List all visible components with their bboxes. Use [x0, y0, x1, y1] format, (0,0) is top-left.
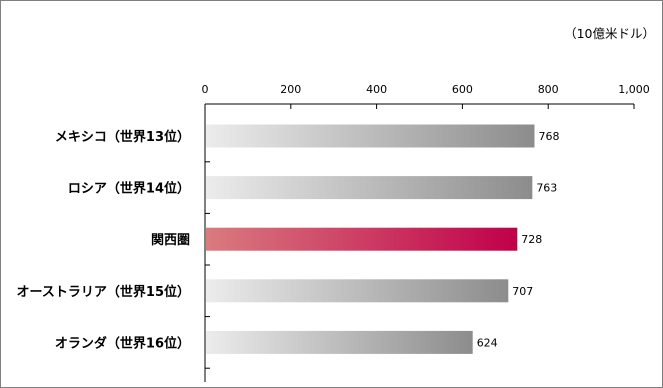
unit-label: （10億米ドル） — [564, 26, 655, 41]
bar — [206, 330, 473, 354]
value-label: 763 — [536, 182, 557, 195]
value-label: 728 — [521, 233, 542, 246]
bar — [206, 124, 535, 148]
bar-highlight — [206, 227, 518, 251]
category-label: オーストラリア（世界15位） — [17, 284, 190, 300]
bar — [206, 176, 533, 200]
category-label: オランダ（世界16位） — [55, 335, 190, 351]
x-tick-label: 1,000 — [618, 83, 650, 96]
bar-layer: メキシコ（世界13位） 768 ロシア（世界14位） 763 関西圏 728 オーストラリア… — [17, 124, 559, 354]
category-label: ロシア（世界14位） — [68, 181, 190, 197]
value-label: 624 — [477, 336, 498, 349]
x-tick-label: 400 — [366, 83, 387, 96]
category-label: メキシコ（世界13位） — [55, 129, 190, 145]
category-label: 関西圏 — [151, 233, 190, 248]
x-tick-label: 600 — [452, 83, 473, 96]
x-tick-label: 200 — [280, 83, 301, 96]
value-label: 707 — [512, 285, 533, 298]
x-tick-label: 0 — [202, 83, 209, 96]
bar — [206, 279, 509, 303]
value-label: 768 — [538, 130, 559, 143]
x-tick-label: 800 — [538, 83, 559, 96]
axis-layer: 0 200 400 600 800 1,000 — [202, 83, 650, 382]
